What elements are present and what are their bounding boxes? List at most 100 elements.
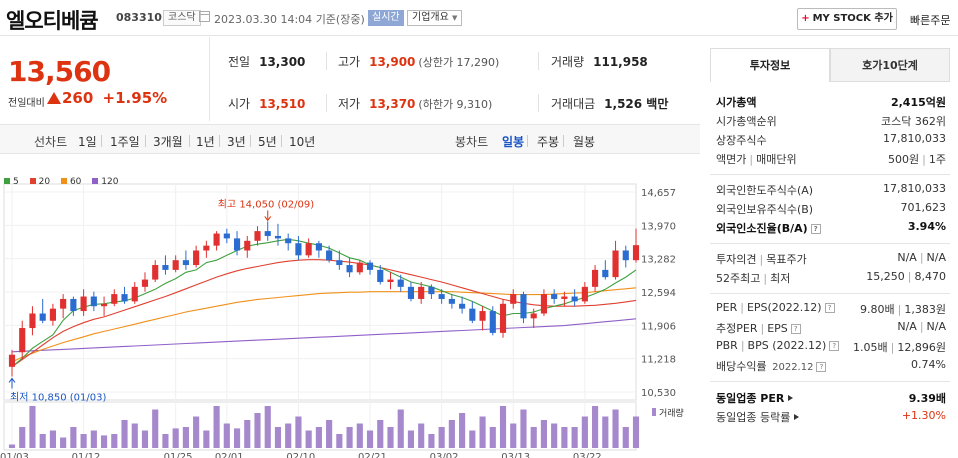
bps-value: 12,896원 xyxy=(897,341,946,354)
mystock-add-button[interactable]: + MY STOCK 추가 xyxy=(797,8,897,30)
tab-order-book[interactable]: 호가10단계 xyxy=(830,48,950,82)
period-3y[interactable]: 3년 xyxy=(227,135,246,149)
period-1d[interactable]: 1일 xyxy=(78,135,97,149)
candle-body xyxy=(305,243,312,256)
help-icon[interactable]: ? xyxy=(810,224,821,234)
candle-body xyxy=(100,303,108,307)
period-1y[interactable]: 1년 xyxy=(196,135,215,149)
stock-code: 083310 xyxy=(116,11,162,24)
company-info-dropdown[interactable]: 기업개요 ▼ xyxy=(407,10,463,26)
help-icon[interactable]: ? xyxy=(790,324,801,334)
help-icon[interactable]: ? xyxy=(829,341,840,351)
par-value: 500원 xyxy=(888,153,920,166)
panel-divider xyxy=(710,243,950,244)
volume-bar xyxy=(387,427,394,448)
period-1w[interactable]: 1주일 xyxy=(110,135,140,149)
legend-ma120: 120 xyxy=(92,177,118,187)
volume-bar xyxy=(223,423,230,448)
candle-body xyxy=(70,298,77,312)
period-10y[interactable]: 10년 xyxy=(289,135,316,149)
volume-legend-swatch xyxy=(652,408,656,416)
candle-body xyxy=(203,245,210,251)
opinion-label-wrap: 투자의견 | 목표주가 xyxy=(716,253,807,266)
current-price: 13,560 xyxy=(8,55,111,88)
stat-divider xyxy=(538,52,539,70)
volume-bar xyxy=(295,416,302,448)
volume-bar xyxy=(244,420,251,448)
period-divider xyxy=(250,135,251,147)
bps-label: BPS (2022.12) xyxy=(747,339,827,352)
pbr-label-wrap: PBR | BPS (2022.12)? xyxy=(716,339,840,352)
volume-bar xyxy=(530,427,537,448)
volume-legend-label: 거래량 xyxy=(659,407,684,419)
volume-bar xyxy=(520,409,527,448)
x-tick-label: 01/03 xyxy=(0,452,29,458)
volume-bar xyxy=(111,434,118,448)
volume-bar xyxy=(592,406,599,448)
volume-bar xyxy=(254,413,261,448)
par-unit-label: 액면가 | 매매단위 xyxy=(716,153,797,166)
period-5y[interactable]: 5년 xyxy=(258,135,277,149)
price-box: 13,560 전일대비 260 +1.95% xyxy=(0,37,210,121)
volume-bar xyxy=(203,430,210,448)
industry-per-value: 9.39배 xyxy=(908,392,946,405)
period-divider xyxy=(189,135,190,147)
stat-prev-label: 전일 xyxy=(228,55,251,69)
candle-body xyxy=(438,294,445,299)
arrow-right-icon[interactable] xyxy=(794,414,800,420)
stat-high-value: 13,900 xyxy=(369,55,416,69)
y-tick-label: 11,906 xyxy=(641,321,676,332)
candle-monthly[interactable]: 월봉 xyxy=(573,135,596,149)
est-eps-value: N/A xyxy=(926,320,946,333)
candle-body xyxy=(131,286,138,302)
vs-prev-label: 전일대비 xyxy=(8,98,45,109)
x-tick-label: 01/25 xyxy=(164,452,193,458)
est-per-value: N/A xyxy=(897,320,917,333)
period-divider xyxy=(527,135,528,147)
volume-bar xyxy=(356,423,363,448)
target-value: N/A xyxy=(926,251,946,264)
candle-body xyxy=(622,250,629,261)
candle-body xyxy=(29,313,36,329)
pbr-value: 1.05배 xyxy=(853,341,888,354)
candle-body xyxy=(213,233,220,246)
panel-tabs: 투자정보 호가10단계 xyxy=(710,48,950,82)
candle-body xyxy=(530,313,537,319)
candle-body xyxy=(121,294,128,302)
candle-body xyxy=(90,296,97,307)
candle-daily[interactable]: 일봉 xyxy=(502,135,525,149)
quick-order-link[interactable]: 빠른주문 xyxy=(910,14,951,27)
volume-bar xyxy=(459,413,466,448)
candle-body xyxy=(581,286,588,302)
candle-body xyxy=(80,296,87,312)
volume-bar xyxy=(366,430,374,448)
help-icon[interactable]: ? xyxy=(824,303,835,313)
candle-weekly[interactable]: 주봉 xyxy=(537,135,560,149)
help-icon[interactable]: ? xyxy=(816,362,827,372)
row-industry-per: 동일업종 PER 9.39배 xyxy=(716,390,946,408)
volume-bar xyxy=(19,427,26,448)
legend-ma20: 20 xyxy=(29,177,50,187)
volume-bar xyxy=(581,416,588,448)
foreign-limit-value: 17,810,033 xyxy=(883,182,946,195)
candle-body xyxy=(172,260,179,270)
candle-body xyxy=(592,269,599,287)
tab-investment-info[interactable]: 투자정보 xyxy=(710,48,830,82)
stat-divider xyxy=(326,52,327,70)
realtime-button[interactable]: 실시간 xyxy=(368,10,404,26)
arrow-right-icon[interactable] xyxy=(788,395,794,401)
stat-prev: 전일 13,300 xyxy=(228,53,305,70)
volume-bar xyxy=(448,420,455,448)
volume-bar xyxy=(49,430,56,448)
industry-rate-label: 동일업종 등락률 xyxy=(716,411,791,424)
x-tick-label: 03/02 xyxy=(430,452,459,458)
period-3m[interactable]: 3개월 xyxy=(153,135,183,149)
foreign-hold-value: 701,623 xyxy=(900,201,947,214)
est-per-value-wrap: N/A | N/A xyxy=(897,320,946,333)
volume-bar xyxy=(571,427,578,448)
w52-low-value: 8,470 xyxy=(914,270,947,283)
opinion-label: 투자의견 xyxy=(716,253,757,266)
candle-body xyxy=(571,296,578,302)
quote-datetime: 2023.03.30 14:04 xyxy=(214,13,313,26)
